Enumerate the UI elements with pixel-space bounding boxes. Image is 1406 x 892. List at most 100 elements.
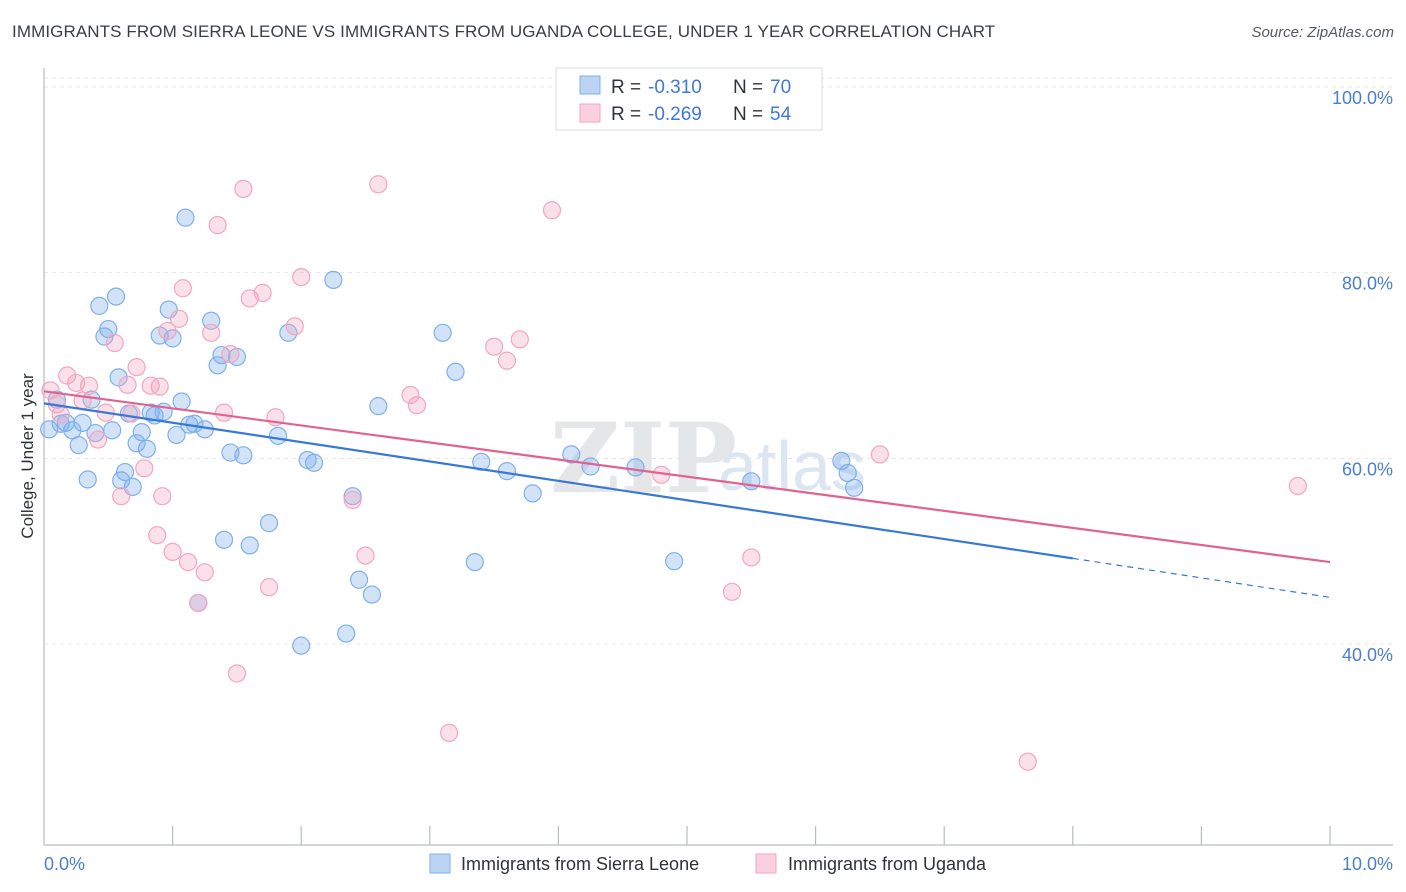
bottom-legend-swatch-sierra-leone [429, 853, 451, 874]
legend-n-value-2: 54 [770, 104, 792, 125]
point-sierra-leone [446, 362, 465, 381]
chart-title: IMMIGRANTS FROM SIERRA LEONE VS IMMIGRAN… [12, 22, 996, 41]
bottom-legend-swatch-uganda [755, 853, 777, 874]
point-sierra-leone [208, 356, 227, 375]
point-uganda [208, 216, 227, 235]
point-sierra-leone [433, 323, 452, 342]
legend-swatch-sierra-leone [579, 75, 601, 95]
point-uganda [169, 309, 189, 328]
point-sierra-leone [90, 296, 109, 315]
point-uganda [214, 403, 234, 422]
y-axis-label: College, Under 1 year [18, 373, 37, 539]
point-uganda [870, 445, 890, 464]
point-sierra-leone [665, 552, 684, 571]
trend-line-sierra-leone [43, 402, 1073, 560]
legend-swatch-uganda [579, 103, 601, 123]
source-label: Source: ZipAtlas.com [1251, 24, 1394, 41]
bottom-legend-sierra-leone: Immigrants from Sierra Leone [461, 854, 699, 874]
trend-line-extension [1072, 557, 1331, 598]
point-uganda [510, 330, 529, 349]
point-sierra-leone [172, 392, 191, 411]
point-uganda [485, 337, 504, 356]
y-tick-label: 60.0% [1342, 459, 1393, 479]
x-tick-label-max: 10.0% [1342, 854, 1393, 874]
point-uganda [127, 358, 146, 377]
point-sierra-leone [626, 458, 645, 477]
point-uganda [439, 723, 459, 743]
point-uganda [1018, 752, 1037, 771]
point-sierra-leone [362, 585, 382, 604]
y-tick-label: 100.0% [1332, 88, 1393, 108]
point-sierra-leone [176, 208, 195, 227]
y-tick-label: 80.0% [1342, 274, 1393, 294]
stats-legend: R = -0.310 N = 70 R = -0.269 N = 54 [555, 67, 823, 131]
point-uganda [195, 563, 214, 582]
point-sierra-leone [581, 457, 600, 476]
point-sierra-leone [349, 570, 369, 589]
point-sierra-leone [324, 270, 343, 289]
point-uganda [497, 351, 517, 370]
point-uganda [178, 552, 198, 572]
point-uganda [150, 377, 169, 396]
point-sierra-leone [214, 530, 234, 549]
point-uganda [356, 546, 375, 565]
legend-n-label-2: N = [733, 104, 763, 125]
point-uganda [221, 345, 240, 364]
trend-lines [43, 390, 1331, 598]
point-sierra-leone [69, 436, 88, 455]
point-uganda [253, 283, 272, 302]
point-sierra-leone [137, 439, 156, 458]
x-axis-ticks [172, 826, 1331, 845]
point-sierra-leone [292, 636, 311, 655]
point-uganda [173, 279, 192, 298]
point-sierra-leone [127, 434, 146, 453]
data-points [40, 175, 1307, 771]
point-sierra-leone [465, 552, 484, 572]
point-uganda [401, 385, 420, 405]
point-sierra-leone [259, 514, 279, 533]
point-uganda [407, 396, 427, 415]
legend-n-label-1: N = [733, 77, 763, 98]
point-uganda [135, 459, 154, 478]
point-sierra-leone [73, 413, 92, 432]
point-uganda [285, 317, 304, 336]
y-tick-labels: 100.0% 80.0% 60.0% 40.0% [1332, 88, 1393, 665]
point-sierra-leone [369, 397, 388, 416]
point-sierra-leone [103, 421, 122, 440]
point-uganda [88, 430, 108, 449]
legend-r-value-1: -0.310 [648, 77, 702, 98]
point-uganda [105, 333, 124, 353]
point-sierra-leone [159, 300, 178, 319]
point-uganda [189, 593, 208, 613]
watermark-atlas: atlas [718, 427, 866, 505]
point-uganda [343, 490, 362, 509]
point-uganda [202, 323, 221, 342]
x-tick-label-min: 0.0% [44, 854, 85, 874]
point-sierra-leone [78, 470, 97, 489]
point-sierra-leone [167, 425, 186, 445]
point-uganda [369, 175, 388, 194]
point-uganda [148, 526, 167, 545]
point-sierra-leone [40, 420, 59, 439]
point-sierra-leone [132, 423, 151, 442]
point-uganda [158, 321, 177, 341]
point-sierra-leone [268, 426, 288, 445]
point-sierra-leone [240, 536, 259, 555]
y-tick-label: 40.0% [1342, 645, 1393, 665]
point-sierra-leone [106, 287, 126, 306]
point-sierra-leone [304, 453, 324, 472]
point-sierra-leone [337, 624, 356, 643]
point-sierra-leone [523, 484, 542, 503]
point-uganda [1288, 476, 1307, 496]
point-sierra-leone [234, 446, 253, 465]
point-sierra-leone [51, 414, 70, 433]
point-uganda [259, 578, 279, 597]
bottom-legend-uganda: Immigrants from Uganda [788, 854, 987, 874]
legend-n-value-1: 70 [770, 77, 791, 98]
series-legend: Immigrants from Sierra Leone Immigrants … [429, 853, 987, 874]
point-uganda [163, 542, 182, 561]
trend-line-uganda [43, 390, 1331, 564]
legend-r-label-1: R = [611, 77, 641, 98]
legend-r-label-2: R = [611, 104, 641, 125]
